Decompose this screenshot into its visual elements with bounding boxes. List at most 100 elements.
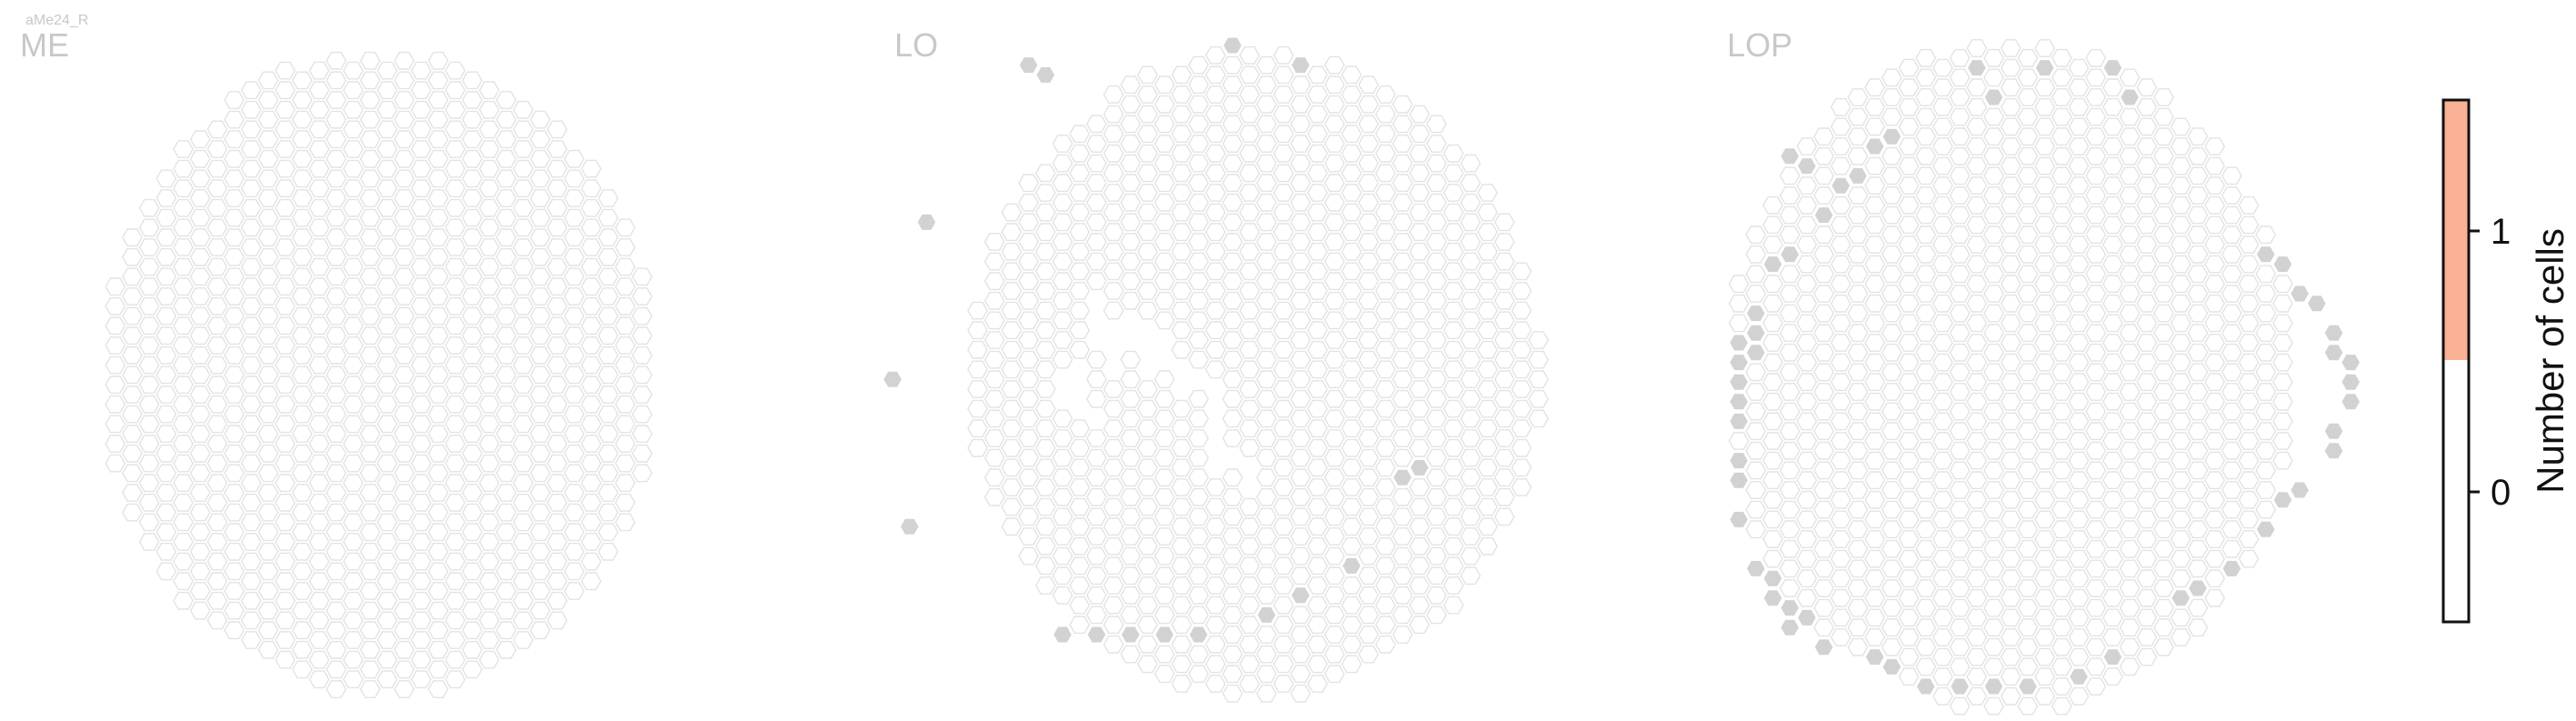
hex-cell-empty	[513, 355, 534, 375]
hex-cell-empty	[240, 355, 262, 375]
hex-cell-empty	[1796, 432, 1818, 450]
hex-cell-empty	[2051, 324, 2072, 343]
hex-cell-empty	[1409, 321, 1431, 340]
hex-cell-empty	[1898, 78, 1920, 97]
hex-cell-empty	[1273, 360, 1294, 379]
hex-cell-empty	[1847, 618, 1869, 637]
hex-cell-empty	[983, 389, 1005, 408]
hex-cell-empty	[240, 257, 262, 276]
hex-cell-count-1	[1103, 340, 1124, 359]
hex-cell-outside	[1085, 626, 1107, 644]
hex-cell-empty	[2170, 235, 2192, 254]
hex-cell-empty	[325, 680, 347, 698]
hex-cell-empty	[1443, 262, 1464, 281]
hex-cell-empty	[206, 493, 228, 512]
hex-cell-empty	[1290, 115, 1312, 134]
hex-cell-empty	[189, 562, 211, 581]
hex-cell-empty	[1949, 461, 1971, 480]
hex-cell-empty	[1392, 154, 1413, 173]
hex-cell-empty	[1864, 275, 1886, 294]
hex-cell-empty	[410, 296, 432, 315]
hex-cell-empty	[1966, 334, 1988, 352]
hex-cell-empty	[495, 386, 517, 404]
hex-cell-empty	[2085, 559, 2107, 578]
hex-cell-empty	[1188, 135, 1210, 153]
hex-cell-empty	[580, 552, 602, 571]
hex-cell-empty	[1932, 471, 1953, 490]
hex-cell-empty	[2034, 686, 2056, 706]
hex-cell-empty	[206, 474, 228, 493]
hex-cell-empty	[173, 316, 195, 335]
hex-cell-empty	[2068, 530, 2090, 548]
hex-cell-empty	[1762, 471, 1783, 490]
hex-cell-empty	[206, 277, 228, 296]
hex-cell-empty	[1358, 389, 1380, 408]
hex-cell-empty	[1034, 419, 1056, 438]
hex-cell-empty	[275, 572, 296, 591]
hex-cell-empty	[2068, 137, 2090, 155]
hex-cell-empty	[1983, 186, 2004, 205]
hex-cell-empty	[1847, 205, 1869, 225]
hex-cell-empty	[155, 464, 177, 483]
hex-cell-empty	[359, 326, 381, 345]
hex-cell-count-1	[1204, 419, 1226, 438]
hex-cell-empty	[343, 355, 364, 375]
hex-cell-empty	[1273, 282, 1294, 300]
hex-cell-empty	[1915, 205, 1937, 225]
hex-cell-empty	[1425, 586, 1447, 605]
hex-cell-empty	[1477, 380, 1498, 398]
hex-cell-empty	[529, 306, 551, 325]
hex-cell-empty	[1409, 105, 1431, 124]
hex-cell-empty	[1018, 507, 1040, 526]
hex-cell-empty	[513, 277, 534, 296]
hex-cell-empty	[1830, 314, 1852, 333]
hex-cell-empty	[1830, 588, 1852, 607]
hex-cell-empty	[444, 493, 466, 512]
hex-cell-empty	[1290, 252, 1312, 271]
hex-cell-outside	[1762, 255, 1783, 274]
hex-cell-empty	[1830, 353, 1852, 372]
hex-cell-empty	[1864, 176, 1886, 195]
hex-cell-empty	[1255, 193, 1277, 212]
hex-cell-empty	[1966, 255, 1988, 274]
hex-cell-empty	[173, 435, 195, 453]
hex-cell-empty	[206, 376, 228, 395]
hex-cell-empty	[189, 405, 211, 424]
hex-cell-empty	[1273, 458, 1294, 477]
hex-cell-empty	[206, 533, 228, 551]
hex-cell-empty	[513, 238, 534, 256]
hex-cell-empty	[2170, 373, 2192, 392]
hex-cell-empty	[983, 350, 1005, 369]
hex-cell-empty	[2170, 117, 2192, 136]
hex-cell-empty	[1120, 291, 1142, 310]
hex-cell-empty	[394, 562, 415, 581]
hex-cell-empty	[2000, 78, 2022, 97]
hex-cell-empty	[173, 218, 195, 237]
hex-cell-empty	[1204, 301, 1226, 320]
hex-cell-empty	[1188, 586, 1210, 605]
hex-cell-empty	[2204, 294, 2226, 313]
hex-cell-empty	[444, 336, 466, 355]
hex-cell-empty	[2255, 461, 2277, 480]
hex-cell-empty	[1949, 422, 1971, 441]
hex-cell-empty	[1103, 478, 1124, 496]
hex-cell-empty	[1358, 586, 1380, 605]
hex-cell-empty	[1307, 616, 1328, 635]
hex-cell-empty	[1881, 363, 1902, 382]
hex-cell-empty	[2085, 677, 2107, 696]
hex-cell-empty	[1153, 429, 1175, 447]
hex-cell-empty	[2102, 137, 2123, 155]
hex-cell-empty	[1103, 144, 1124, 163]
hex-cell-empty	[1966, 156, 1988, 175]
hex-cell-empty	[1779, 402, 1801, 421]
hex-cell-empty	[257, 464, 279, 483]
hex-cell-empty	[2034, 667, 2056, 686]
hex-cell-empty	[1069, 419, 1091, 438]
hex-cell-empty	[1188, 95, 1210, 114]
hex-cell-empty	[359, 189, 381, 207]
hex-cell-empty	[1881, 304, 1902, 323]
hex-cell-empty	[1307, 478, 1328, 496]
hex-cell-empty	[376, 493, 398, 512]
hex-cell-empty	[1915, 402, 1937, 421]
hex-cell-empty	[1290, 409, 1312, 428]
